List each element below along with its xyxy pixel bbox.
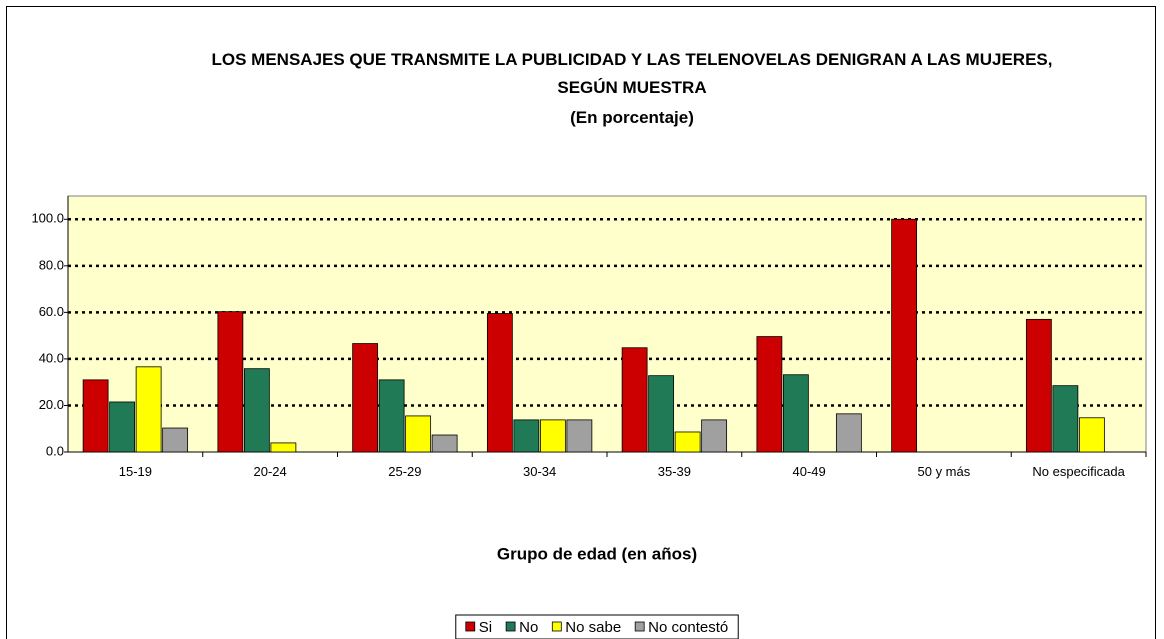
x-tick-label: 35-39 <box>657 464 691 479</box>
legend-swatch <box>551 621 562 632</box>
bar <box>243 368 270 453</box>
x-tick-label: No especificada <box>1032 464 1125 479</box>
x-tick-label-box: 25-29 <box>388 464 422 479</box>
y-tick-label: 0.0 <box>46 443 64 458</box>
frame <box>6 6 1156 639</box>
x-tick-label: 50 y más <box>917 464 971 479</box>
x-tick-label: 20-24 <box>253 464 287 479</box>
bar <box>782 374 809 453</box>
legend-box <box>455 614 739 639</box>
y-tick-label: 20.0 <box>39 397 64 412</box>
x-tick-label-box: 15-19 <box>118 464 152 479</box>
bar <box>352 343 379 453</box>
legend-swatch <box>505 621 516 632</box>
bar <box>82 379 109 453</box>
bar <box>891 218 918 453</box>
legend-label: Si <box>479 619 492 636</box>
bar <box>135 366 162 453</box>
x-tick-label: 30-34 <box>523 464 557 479</box>
chart-subtitle: (En porcentaje) <box>570 108 694 127</box>
x-tick-label: 25-29 <box>388 464 422 479</box>
bar <box>1025 318 1052 453</box>
legend-label: No sabe <box>565 619 621 636</box>
bar <box>162 427 189 453</box>
bar <box>513 419 540 453</box>
bar <box>566 419 593 453</box>
chart-title: LOS MENSAJES QUE TRANSMITE LA PUBLICIDAD… <box>211 50 1053 97</box>
legend-swatch <box>634 621 645 632</box>
bar <box>701 419 728 453</box>
bar <box>539 419 566 453</box>
bar <box>405 415 432 453</box>
x-tick-label-box: No especificada <box>1032 464 1125 479</box>
x-tick-label-box: 20-24 <box>253 464 287 479</box>
bar <box>431 434 458 453</box>
bar <box>648 375 675 453</box>
bar <box>621 347 648 453</box>
bar <box>378 379 405 453</box>
x-tick-label-box: 30-34 <box>523 464 557 479</box>
x-tick-label-box: 50 y más <box>917 464 971 479</box>
bar <box>674 431 701 453</box>
y-tick-label: 80.0 <box>39 257 64 272</box>
x-axis-label: Grupo de edad (en años) <box>497 544 697 563</box>
bar <box>756 336 783 453</box>
bar <box>270 442 297 453</box>
legend-label: No contestó <box>648 619 728 636</box>
y-tick-label: 60.0 <box>39 304 64 319</box>
x-tick-label-box: 40-49 <box>792 464 826 479</box>
legend-label: No <box>519 619 538 636</box>
bar <box>486 313 513 453</box>
bar <box>109 401 136 453</box>
legend-swatch <box>465 621 476 632</box>
bar <box>835 413 862 453</box>
bar <box>217 311 244 453</box>
y-tick-label: 100.0 <box>31 211 64 226</box>
x-tick-label: 40-49 <box>792 464 826 479</box>
x-tick-label: 15-19 <box>118 464 152 479</box>
bar <box>1078 417 1105 453</box>
x-tick-label-box: 35-39 <box>657 464 691 479</box>
y-tick-label: 40.0 <box>39 350 64 365</box>
bar <box>1052 385 1079 453</box>
